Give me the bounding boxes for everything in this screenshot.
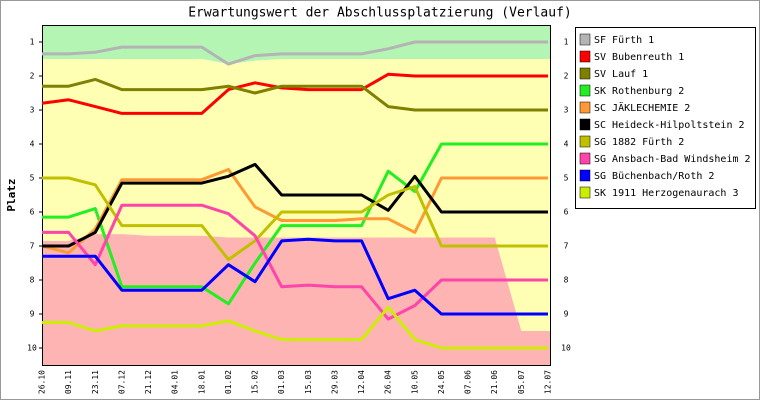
legend-label: SK Rothenburg 2	[594, 86, 684, 97]
y-tick-label-right: 2	[564, 72, 569, 81]
legend-label: SV Bubenreuth 1	[594, 52, 684, 63]
x-tick-label: 12.04	[357, 370, 366, 394]
x-tick-label: 21.06	[490, 370, 499, 394]
y-tick-label-right: 7	[564, 242, 569, 251]
series-line	[42, 77, 548, 112]
y-axis-label: Platz	[5, 178, 18, 211]
y-tick-label: 3	[30, 106, 35, 115]
legend-swatch	[579, 118, 591, 131]
series-line	[42, 142, 548, 306]
legend-label: SG Ansbach-Bad Windsheim 2	[594, 154, 751, 165]
x-tick-label: 26.04	[384, 370, 393, 394]
series-line	[41, 168, 548, 255]
legend-swatch	[579, 50, 591, 63]
x-tick-label: 07.06	[464, 370, 473, 394]
series-line	[42, 40, 548, 66]
x-tick-label: 09.11	[64, 370, 73, 394]
y-tick-label-right: 1	[564, 38, 569, 47]
legend-label: SG Büchenbach/Roth 2	[594, 171, 714, 182]
legend-swatch	[579, 152, 591, 165]
y-tick-label: 5	[30, 174, 35, 183]
y-tick-label-right: 3	[564, 106, 569, 115]
legend-swatch	[579, 101, 591, 114]
y-tick-label: 7	[30, 242, 35, 251]
series-line	[41, 72, 548, 115]
legend-swatch	[579, 135, 591, 148]
series-line	[42, 237, 548, 316]
zone	[42, 25, 550, 65]
legend-label: SF Fürth 1	[594, 35, 654, 46]
series-line	[42, 162, 548, 248]
x-tick-label: 04.01	[171, 370, 180, 394]
x-tick-label: 18.01	[197, 370, 206, 394]
legend-swatch	[579, 67, 591, 80]
y-tick-label: 6	[30, 208, 35, 217]
legend-swatch	[579, 84, 591, 97]
legend-swatch	[579, 33, 591, 46]
legend-swatch	[579, 186, 591, 199]
y-tick-label-right: 6	[564, 208, 569, 217]
y-tick-label: 10	[27, 344, 37, 353]
x-tick-label: 05.07	[517, 370, 526, 394]
x-tick-label: 12.07	[544, 370, 553, 394]
y-tick-label-right: 8	[564, 276, 569, 285]
y-tick-label: 4	[30, 140, 35, 149]
y-tick-label: 8	[30, 276, 35, 285]
legend-label: SC Heideck-Hilpoltstein 2	[594, 120, 745, 131]
x-tick-label: 01.03	[277, 370, 286, 394]
y-tick-label-right: 4	[564, 140, 569, 149]
x-tick-label: 07.12	[117, 370, 126, 394]
y-tick-label-right: 10	[561, 344, 571, 353]
y-tick-label: 9	[30, 310, 35, 319]
x-tick-label: 26.10	[38, 370, 47, 394]
y-tick-label-right: 5	[564, 174, 569, 183]
y-tick-label-right: 9	[564, 310, 569, 319]
y-tick-label: 2	[30, 72, 35, 81]
chart-title: Erwartungswert der Abschlussplatzierung …	[188, 6, 572, 21]
legend-label: SG 1882 Fürth 2	[594, 137, 684, 148]
plot-border	[42, 25, 551, 366]
x-tick-label: 15.02	[251, 370, 260, 394]
x-tick-label: 21.12	[144, 370, 153, 394]
y-tick-label: 1	[30, 38, 35, 47]
legend-label: SV Lauf 1	[594, 69, 648, 80]
legend	[575, 27, 756, 209]
x-tick-label: 29.03	[330, 370, 339, 394]
series-line	[42, 305, 548, 350]
legend-label: SK 1911 Herzogenaurach 3	[594, 188, 739, 199]
x-tick-label: 10.05	[410, 370, 419, 394]
x-tick-label: 23.11	[91, 370, 100, 394]
zone	[42, 234, 550, 365]
legend-swatch	[579, 169, 591, 182]
series-line	[42, 176, 548, 262]
x-tick-label: 15.03	[304, 370, 313, 394]
series-line	[42, 203, 548, 321]
legend-label: SC JÄKLECHEMIE 2	[594, 101, 690, 114]
x-tick-label: 24.05	[437, 370, 446, 394]
x-tick-label: 01.02	[224, 370, 233, 394]
